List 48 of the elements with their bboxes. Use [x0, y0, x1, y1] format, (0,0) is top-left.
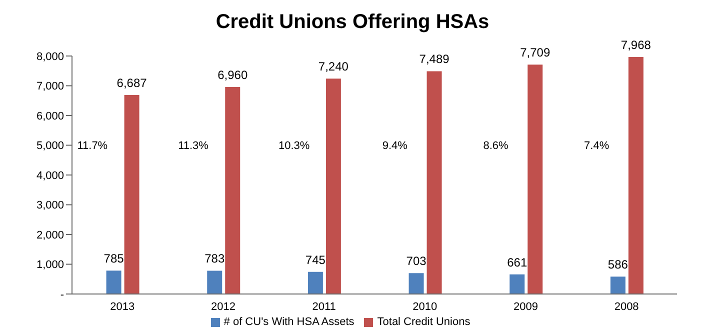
bar	[528, 64, 543, 294]
data-label: 6,687	[116, 76, 148, 90]
data-label: 785	[104, 252, 124, 266]
bar	[207, 270, 222, 294]
y-tick-label: 7,000	[36, 80, 64, 93]
data-label: 745	[305, 252, 326, 267]
bar	[510, 274, 525, 294]
data-label: 6,960	[218, 68, 248, 82]
y-tick-label: 2,000	[36, 229, 64, 242]
annotation: 8.6%	[483, 140, 508, 152]
bar	[225, 86, 240, 294]
data-label: 7,709	[520, 46, 550, 60]
bar	[308, 272, 323, 294]
bar	[326, 78, 341, 294]
annotation: 10.3%	[278, 140, 310, 152]
data-label: 7,240	[318, 60, 349, 74]
annotation: 9.4%	[382, 140, 408, 152]
bar	[106, 270, 122, 294]
bar	[628, 56, 644, 294]
data-label: 586	[608, 258, 628, 272]
data-label: 7,968	[620, 38, 652, 52]
annotation: 11.3%	[178, 140, 209, 152]
bar	[610, 276, 626, 294]
legend-label: Total Credit Unions	[377, 316, 470, 328]
y-tick-label: 5,000	[36, 140, 64, 152]
annotation: 11.7%	[77, 140, 108, 152]
x-tick-label: 2011	[312, 300, 336, 313]
data-label: 703	[406, 254, 427, 268]
y-tick-label: 3,000	[36, 200, 64, 212]
chart-title: Credit Unions Offering HSAs	[214, 10, 490, 35]
data-label: 783	[204, 252, 225, 266]
y-tick-label: 6,000	[36, 110, 64, 122]
y-tick-label: 8,000	[36, 50, 64, 63]
x-tick-label: 2008	[614, 300, 639, 313]
legend-label: # of CU's With HSA Assets	[224, 316, 354, 328]
bar	[426, 71, 442, 294]
x-tick-label: 2009	[514, 300, 538, 313]
x-tick-label: 2013	[110, 300, 135, 313]
annotation: 7.4%	[584, 140, 610, 152]
data-label: 661	[507, 255, 528, 270]
y-tick-label: 1,000	[36, 259, 64, 272]
bar	[408, 273, 424, 294]
y-tick-label: 4,000	[36, 170, 64, 182]
x-tick-label: 2010	[412, 300, 438, 313]
x-tick-label: 2012	[211, 300, 236, 313]
data-label: 7,489	[419, 52, 450, 66]
bar	[124, 95, 140, 294]
y-tick-label: -	[60, 288, 64, 301]
